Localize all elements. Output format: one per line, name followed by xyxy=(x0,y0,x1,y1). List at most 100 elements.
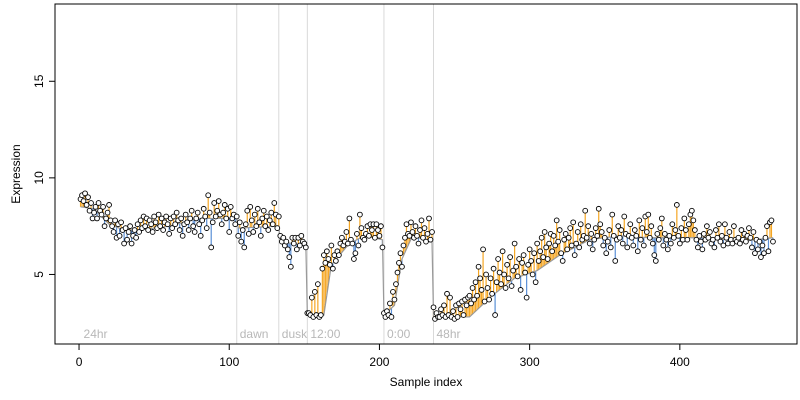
data-point xyxy=(399,263,405,270)
data-point xyxy=(528,258,534,264)
data-point xyxy=(148,221,154,228)
data-point xyxy=(493,279,500,286)
y-tick-label: 15 xyxy=(32,74,46,88)
data-point xyxy=(227,203,234,210)
data-point xyxy=(343,229,350,235)
data-point xyxy=(275,213,282,220)
data-point xyxy=(591,236,598,243)
data-point xyxy=(698,238,704,245)
data-point xyxy=(430,304,437,311)
data-point xyxy=(106,202,112,208)
x-tick-label: 200 xyxy=(369,355,389,369)
data-point xyxy=(607,244,614,251)
data-point xyxy=(241,244,248,251)
data-point xyxy=(118,219,124,226)
x-tick-label: 300 xyxy=(520,355,540,369)
data-point xyxy=(369,227,375,233)
data-point xyxy=(537,248,544,255)
data-point xyxy=(510,267,516,274)
data-point xyxy=(731,223,737,230)
data-point xyxy=(409,229,416,235)
data-point xyxy=(103,215,109,222)
data-point xyxy=(637,236,644,243)
data-point xyxy=(474,292,480,299)
data-point xyxy=(550,232,557,239)
data-point xyxy=(723,234,730,241)
data-point xyxy=(284,246,291,253)
data-point xyxy=(271,200,278,206)
data-point xyxy=(486,296,492,303)
data-point xyxy=(738,227,745,233)
data-point xyxy=(735,234,742,241)
data-point xyxy=(247,203,254,210)
data-point xyxy=(683,227,689,233)
data-point xyxy=(752,250,758,257)
data-point xyxy=(441,302,447,309)
data-point xyxy=(672,227,679,233)
data-points xyxy=(77,190,776,322)
data-point xyxy=(498,281,504,287)
data-point xyxy=(349,240,356,247)
data-point xyxy=(417,227,423,233)
data-point xyxy=(543,244,550,251)
data-point xyxy=(82,190,88,197)
data-point xyxy=(764,223,770,230)
data-point xyxy=(468,300,474,307)
x-tick-label: 400 xyxy=(670,355,690,369)
data-point xyxy=(692,227,698,233)
data-point xyxy=(190,223,197,230)
data-point xyxy=(128,240,135,247)
data-point xyxy=(420,234,426,241)
data-point xyxy=(540,254,547,260)
data-point xyxy=(127,223,133,230)
data-point xyxy=(612,258,619,264)
data-point xyxy=(325,256,332,262)
data-point xyxy=(388,314,395,320)
data-point xyxy=(379,244,386,251)
data-point xyxy=(170,213,177,220)
data-point xyxy=(652,258,659,264)
data-point xyxy=(352,250,359,257)
data-point xyxy=(454,314,461,320)
data-point xyxy=(514,273,521,280)
data-point xyxy=(705,234,712,241)
data-point xyxy=(657,225,664,231)
data-point xyxy=(538,234,545,241)
data-point xyxy=(469,285,476,291)
data-point xyxy=(393,281,399,287)
data-point xyxy=(101,223,108,230)
data-point xyxy=(322,260,329,266)
region-label: 12:00 xyxy=(310,327,340,341)
x-axis-title: Sample index xyxy=(390,375,463,389)
data-point xyxy=(690,217,697,224)
data-point xyxy=(633,232,640,239)
data-point xyxy=(290,240,297,247)
data-point xyxy=(412,223,419,230)
data-point xyxy=(719,232,725,239)
data-point xyxy=(508,283,515,289)
data-point xyxy=(673,202,680,208)
data-point xyxy=(729,240,736,247)
data-point xyxy=(142,223,148,230)
data-point xyxy=(296,242,303,249)
data-point xyxy=(214,207,221,214)
data-point xyxy=(478,287,485,293)
region-labels: 24hr dawn dusk 12:00 0:00 48hr xyxy=(84,327,461,341)
data-point xyxy=(176,227,183,233)
data-point xyxy=(80,198,87,204)
data-point xyxy=(520,252,527,258)
data-point xyxy=(218,221,225,228)
data-point xyxy=(759,242,766,249)
data-point xyxy=(643,229,650,235)
data-point xyxy=(577,221,584,228)
data-point xyxy=(756,238,763,245)
data-point xyxy=(606,227,613,233)
data-point xyxy=(571,252,578,258)
data-point xyxy=(552,242,559,249)
data-point xyxy=(573,240,580,247)
data-point xyxy=(717,238,724,245)
data-point xyxy=(487,275,494,282)
data-point xyxy=(151,213,157,220)
data-point xyxy=(713,227,719,233)
